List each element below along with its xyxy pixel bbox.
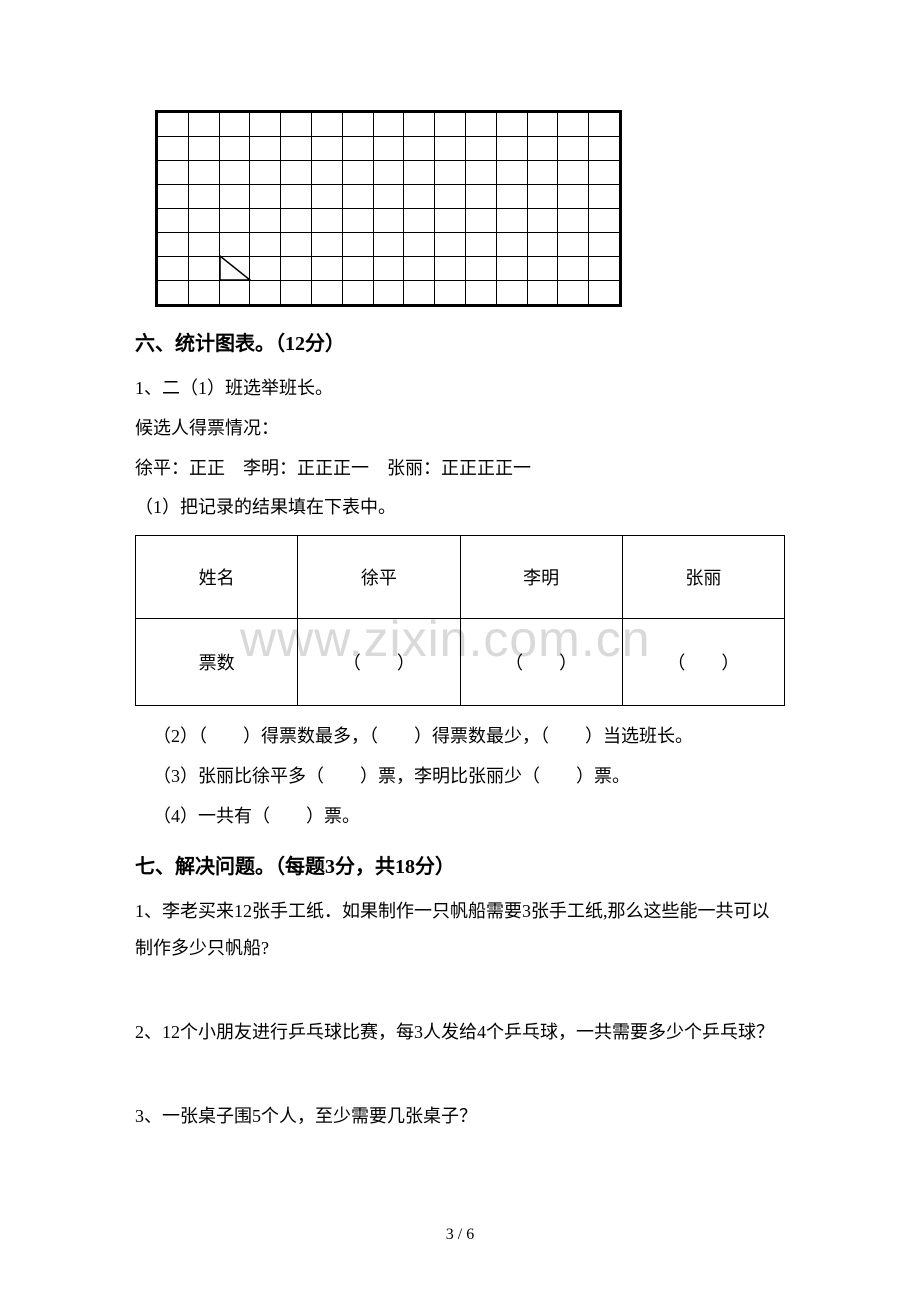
sub3-text: （3）张丽比徐平多（ ）票，李明比张丽少（ ）票。 <box>135 758 785 796</box>
spacer <box>135 1054 785 1098</box>
triangle-icon <box>219 255 252 282</box>
q7-1: 1、李老买来12张手工纸．如果制作一只帆船需要3张手工纸,那么这些能一共可以制作… <box>135 893 785 969</box>
q1-intro: 1、二（1）班选举班长。 <box>135 370 785 408</box>
sub2-text: （2）（ ）得票数最多，（ ）得票数最少，（ ）当选班长。 <box>135 718 785 756</box>
vote-table: 姓名 徐平 李明 张丽 票数 （ ） （ ） （ ） <box>135 535 785 706</box>
sub4-text: （4）一共有（ ）票。 <box>135 798 785 836</box>
table-data-row: 票数 （ ） （ ） （ ） <box>136 619 785 706</box>
blank-zhangli: （ ） <box>622 619 784 706</box>
header-zhangli: 张丽 <box>622 536 784 619</box>
blank-xuping: （ ） <box>298 619 460 706</box>
tally-label: 候选人得票情况： <box>135 410 785 448</box>
sub1-text: （1）把记录的结果填在下表中。 <box>135 489 785 527</box>
triangle-shape <box>219 257 250 281</box>
page-number: 3 / 6 <box>0 1226 920 1244</box>
header-name: 姓名 <box>136 536 298 619</box>
section-6-heading: 六、统计图表。（12分） <box>135 327 785 356</box>
header-xuping: 徐平 <box>298 536 460 619</box>
header-liming: 李明 <box>460 536 622 619</box>
tally-line: 徐平：正正 李明：正正正一 张丽：正正正正一 <box>135 450 785 488</box>
row-label-votes: 票数 <box>136 619 298 706</box>
page-content: 六、统计图表。（12分） 1、二（1）班选举班长。 候选人得票情况： 徐平：正正… <box>135 110 785 1136</box>
spacer <box>135 970 785 1014</box>
blank-liming: （ ） <box>460 619 622 706</box>
grid-table <box>157 112 620 305</box>
section-7-heading: 七、解决问题。（每题3分，共18分） <box>135 850 785 879</box>
table-header-row: 姓名 徐平 李明 张丽 <box>136 536 785 619</box>
q7-3: 3、一张桌子围5个人，至少需要几张桌子？ <box>135 1098 785 1136</box>
drawing-grid <box>155 110 622 307</box>
q7-2: 2、12个小朋友进行乒乓球比赛，每3人发给4个乒乓球，一共需要多少个乒乓球？ <box>135 1014 785 1052</box>
